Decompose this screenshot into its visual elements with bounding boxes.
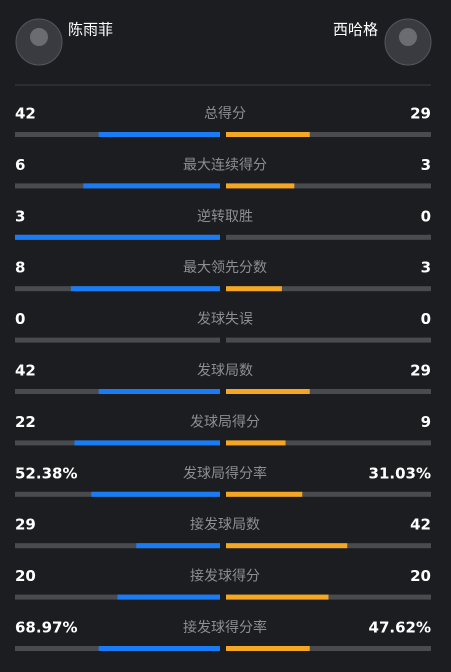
right-avatar-head	[399, 28, 417, 46]
right-bar	[226, 183, 295, 189]
left-value: 3	[15, 207, 25, 225]
left-avatar-head	[30, 28, 48, 46]
left-player-name: 陈雨菲	[68, 21, 113, 39]
right-bar	[226, 543, 348, 549]
right-player-name: 西哈格	[333, 21, 378, 39]
right-bar	[226, 491, 303, 497]
right-bar	[226, 389, 310, 394]
left-track	[15, 543, 220, 549]
right-track	[226, 132, 431, 137]
right-track	[226, 234, 431, 240]
right-value: 3	[421, 156, 431, 174]
right-track	[226, 491, 431, 497]
right-value: 3	[421, 259, 431, 277]
right-value: 31.03%	[369, 464, 431, 482]
left-bar	[136, 543, 220, 549]
right-value: 47.62%	[369, 619, 431, 637]
right-bar	[226, 132, 310, 137]
left-track	[15, 337, 220, 343]
right-bar	[226, 594, 329, 600]
left-bar	[74, 440, 220, 446]
stat-label: 逆转取胜	[197, 209, 253, 225]
stat-label: 发球局得分	[190, 413, 260, 430]
left-value: 42	[15, 362, 36, 380]
right-track	[226, 286, 431, 292]
right-bar	[226, 646, 310, 651]
right-track	[226, 646, 431, 651]
stat-label: 接发球得分率	[183, 619, 267, 636]
left-value: 52.38%	[15, 464, 77, 482]
left-bar	[91, 491, 220, 497]
right-value: 42	[410, 516, 431, 534]
right-track	[226, 389, 431, 394]
right-value: 29	[410, 362, 431, 380]
left-value: 29	[15, 516, 36, 534]
left-value: 0	[15, 310, 25, 328]
left-bar	[98, 389, 220, 394]
right-value: 29	[410, 105, 431, 123]
left-value: 6	[15, 156, 25, 174]
left-value: 8	[15, 259, 25, 277]
left-bar	[70, 286, 220, 292]
stat-label: 发球局数	[197, 363, 253, 379]
right-value: 20	[410, 567, 431, 585]
right-value: 0	[421, 310, 431, 328]
right-value: 9	[421, 413, 431, 431]
left-value: 68.97%	[15, 619, 77, 637]
stat-label: 最大领先分数	[183, 260, 267, 276]
right-track	[226, 337, 431, 343]
left-bar	[98, 646, 220, 651]
left-value: 20	[15, 567, 36, 585]
stat-label: 接发球得分	[190, 568, 260, 585]
right-track	[226, 183, 431, 189]
right-bar	[226, 286, 282, 292]
left-bar	[83, 183, 220, 189]
left-bar	[98, 132, 220, 137]
right-value: 0	[421, 207, 431, 225]
left-bar	[15, 234, 220, 240]
stat-label: 接发球局数	[190, 516, 260, 533]
stat-label: 总得分	[204, 105, 246, 122]
stat-label: 发球失误	[197, 312, 253, 328]
stat-label: 发球局得分率	[183, 465, 267, 482]
left-value: 42	[15, 105, 36, 123]
left-value: 22	[15, 413, 36, 431]
stat-label: 最大连续得分	[183, 156, 267, 173]
right-track	[226, 440, 431, 446]
left-bar	[117, 594, 220, 600]
right-bar	[226, 440, 286, 446]
